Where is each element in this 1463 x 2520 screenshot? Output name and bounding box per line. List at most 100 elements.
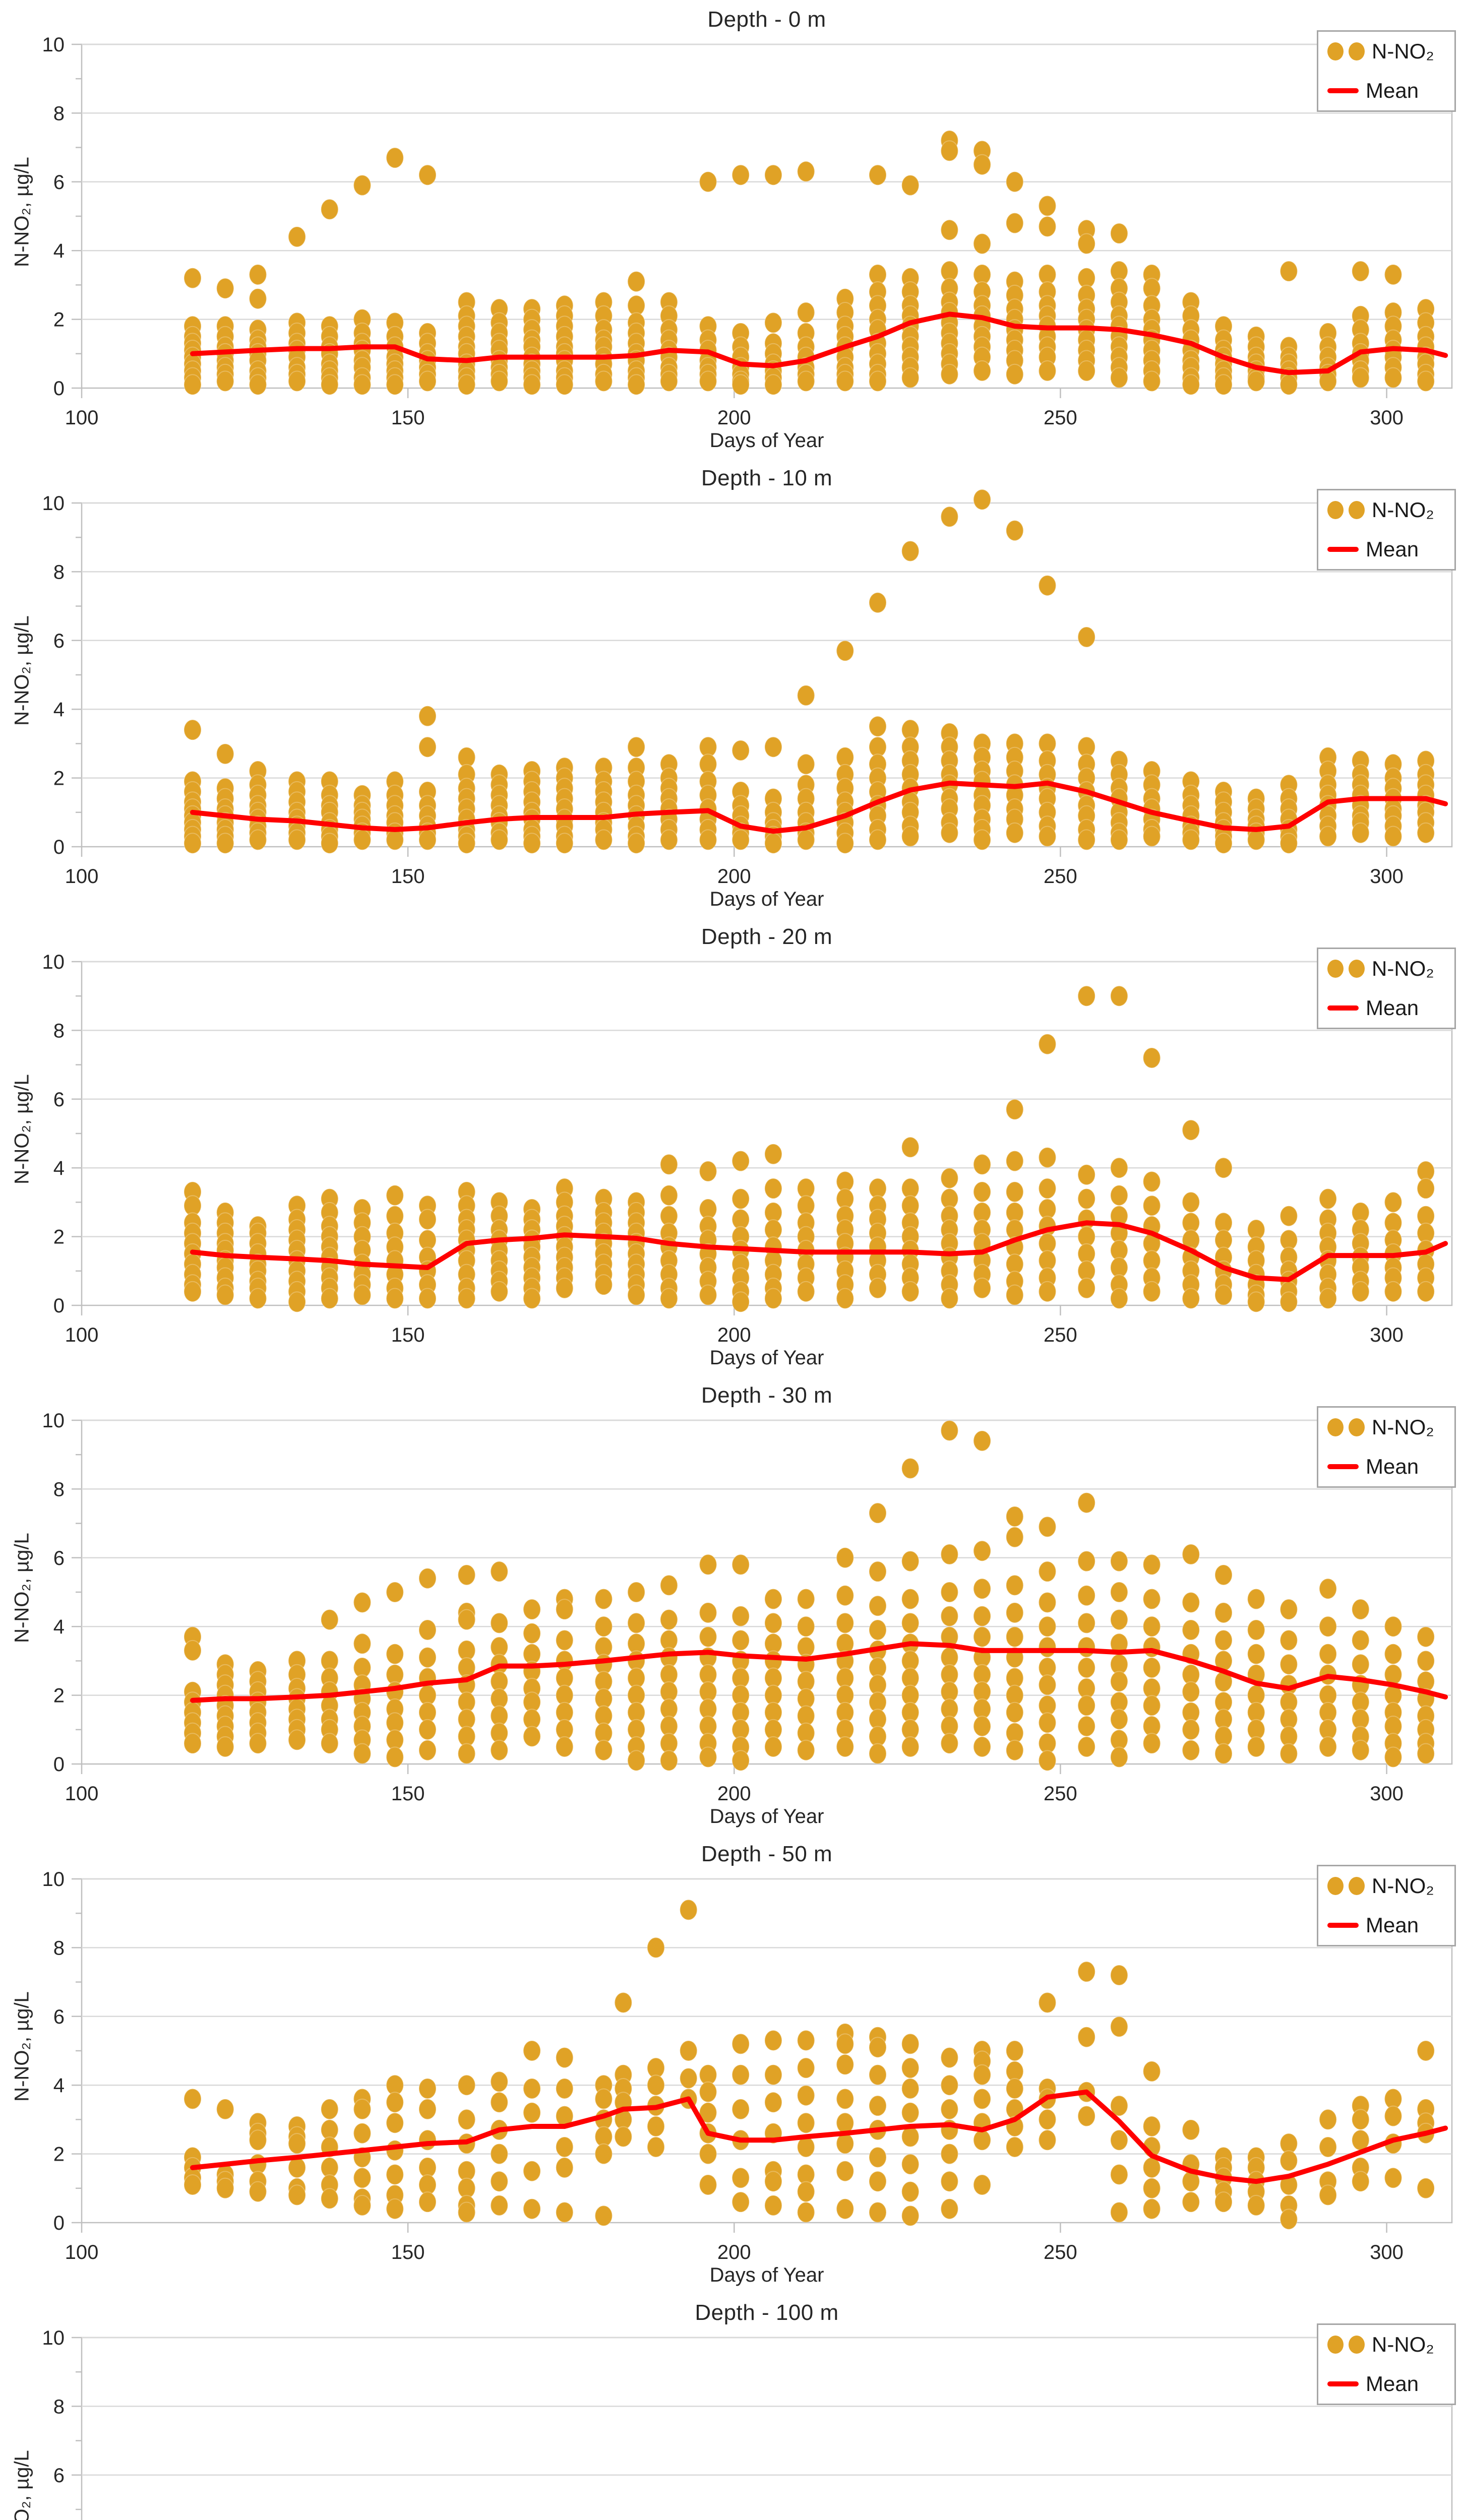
- x-tick-label: 150: [391, 1324, 425, 1346]
- scatter-point: [731, 1629, 750, 1651]
- scatter-point: [1005, 1739, 1024, 1761]
- scatter-point: [1142, 1657, 1161, 1678]
- x-tick-label: 150: [391, 1783, 425, 1805]
- scatter-point: [249, 2129, 267, 2151]
- scatter-point: [418, 1719, 437, 1740]
- scatter-point: [184, 2088, 202, 2110]
- scatter-point: [1351, 2109, 1370, 2130]
- scatter-point: [1077, 1736, 1096, 1757]
- scatter-point: [901, 826, 920, 847]
- scatter-point: [764, 2194, 782, 2216]
- scatter-point: [418, 2191, 437, 2213]
- legend-row-mean: Mean: [1318, 530, 1454, 569]
- scatter-point: [1005, 1702, 1024, 1723]
- x-tick-label: 250: [1044, 1324, 1077, 1346]
- y-tick-label: 0: [53, 836, 65, 858]
- plot-area: 0 2 4 6 8 10 100 150 200 250 300: [42, 34, 1453, 429]
- scatter-point: [1417, 1650, 1435, 1672]
- scatter-point: [386, 2112, 404, 2134]
- scatter-point: [320, 833, 339, 854]
- scatter-point: [490, 2194, 509, 2216]
- scatter-point: [490, 2071, 509, 2093]
- x-tick-label: 100: [65, 2241, 99, 2263]
- x-tick-label: 200: [717, 407, 751, 429]
- scatter-point: [973, 1578, 992, 1600]
- scatter-point: [184, 374, 202, 396]
- scatter-point: [320, 374, 339, 396]
- scatter-point: [1005, 1626, 1024, 1648]
- scatter-point: [1038, 826, 1057, 847]
- scatter-point: [555, 1277, 574, 1299]
- y-tick-label: 6: [53, 2465, 65, 2487]
- scatter-point: [973, 154, 992, 175]
- y-tick-label: 4: [53, 699, 65, 721]
- legend: N-NO₂ Mean: [1317, 948, 1456, 1029]
- scatter-point: [288, 226, 307, 247]
- mean-line: [190, 1641, 1448, 1703]
- scatter-point: [1351, 2171, 1370, 2192]
- scatter-point: [1417, 1281, 1435, 1302]
- scatter-point: [216, 2177, 234, 2199]
- scatter-point: [1038, 1281, 1057, 1302]
- scatter-point: [1077, 1585, 1096, 1606]
- scatter-point: [731, 2033, 750, 2055]
- scatter-point: [386, 2139, 404, 2161]
- scatter-point: [386, 2092, 404, 2113]
- scatter-point: [699, 1284, 717, 1306]
- scatter-point: [797, 684, 815, 706]
- y-tick-label: 8: [53, 561, 65, 583]
- scatter-point: [418, 1567, 437, 1589]
- scatter-point: [940, 1582, 959, 1603]
- scatter-point: [836, 370, 855, 392]
- scatter-point: [764, 164, 782, 186]
- scatter-point: [1005, 1574, 1024, 1596]
- scatter-point: [353, 1743, 372, 1765]
- scatter-point: [1110, 1288, 1128, 1309]
- scatter-marker-icon: [1327, 2336, 1365, 2354]
- scatter-point: [940, 1605, 959, 1627]
- y-axis-title: N-NO₂, µg/L: [11, 615, 33, 726]
- scatter-point: [973, 489, 992, 511]
- legend-label-scatter: N-NO₂: [1372, 39, 1434, 63]
- scatter-point: [353, 829, 372, 851]
- scatter-point: [731, 829, 750, 851]
- scatter-point: [1384, 1281, 1403, 1302]
- scatter-point: [457, 1288, 476, 1309]
- scatter-marker-icon: [1327, 501, 1365, 519]
- scatter-point: [973, 2174, 992, 2195]
- scatter-point: [1182, 1191, 1200, 1213]
- scatter-point: [1038, 1750, 1057, 1772]
- scatter-point: [418, 2129, 437, 2151]
- chart-depth-0-m: 0 2 4 6 8 10 100 150 200 250 300 Depth - 0 m N-NO₂…: [0, 0, 1463, 459]
- scatter-point: [731, 2098, 750, 2120]
- y-axis-title: N-NO₂, µg/L: [11, 1991, 33, 2102]
- legend-row-scatter: N-NO₂: [1318, 32, 1454, 71]
- y-tick-label: 2: [53, 768, 65, 790]
- y-tick-label: 10: [42, 492, 65, 515]
- scatter-point: [901, 540, 920, 562]
- scatter-point: [1319, 1288, 1337, 1309]
- mean-line: [190, 780, 1448, 834]
- scatter-point: [1005, 363, 1024, 385]
- scatter-point: [1319, 1643, 1337, 1665]
- scatter-point: [836, 2033, 855, 2055]
- scatter-point: [1110, 2129, 1128, 2151]
- x-tick-label: 200: [717, 865, 751, 888]
- scatter-point: [1110, 2016, 1128, 2038]
- mean-line-icon: [1327, 1005, 1359, 1011]
- scatter-point: [1214, 374, 1233, 396]
- chart-depth-20-m: 0 2 4 6 8 10 100 150 200 250 300 Depth - 20 m N-NO…: [0, 917, 1463, 1376]
- scatter-point: [1214, 1602, 1233, 1623]
- scatter-point: [386, 1582, 404, 1603]
- legend-label-mean: Mean: [1366, 1455, 1419, 1478]
- scatter-point: [1142, 1588, 1161, 1610]
- scatter-point: [940, 2074, 959, 2096]
- scatter-point: [249, 374, 267, 396]
- scatter-point: [1110, 2201, 1128, 2223]
- scatter-point: [1142, 2177, 1161, 2199]
- scatter-point: [490, 829, 509, 851]
- scatter-point: [1351, 1739, 1370, 1761]
- scatter-point: [1142, 1171, 1161, 1192]
- scatter-point: [490, 370, 509, 392]
- tick-marks: [72, 1878, 1387, 2233]
